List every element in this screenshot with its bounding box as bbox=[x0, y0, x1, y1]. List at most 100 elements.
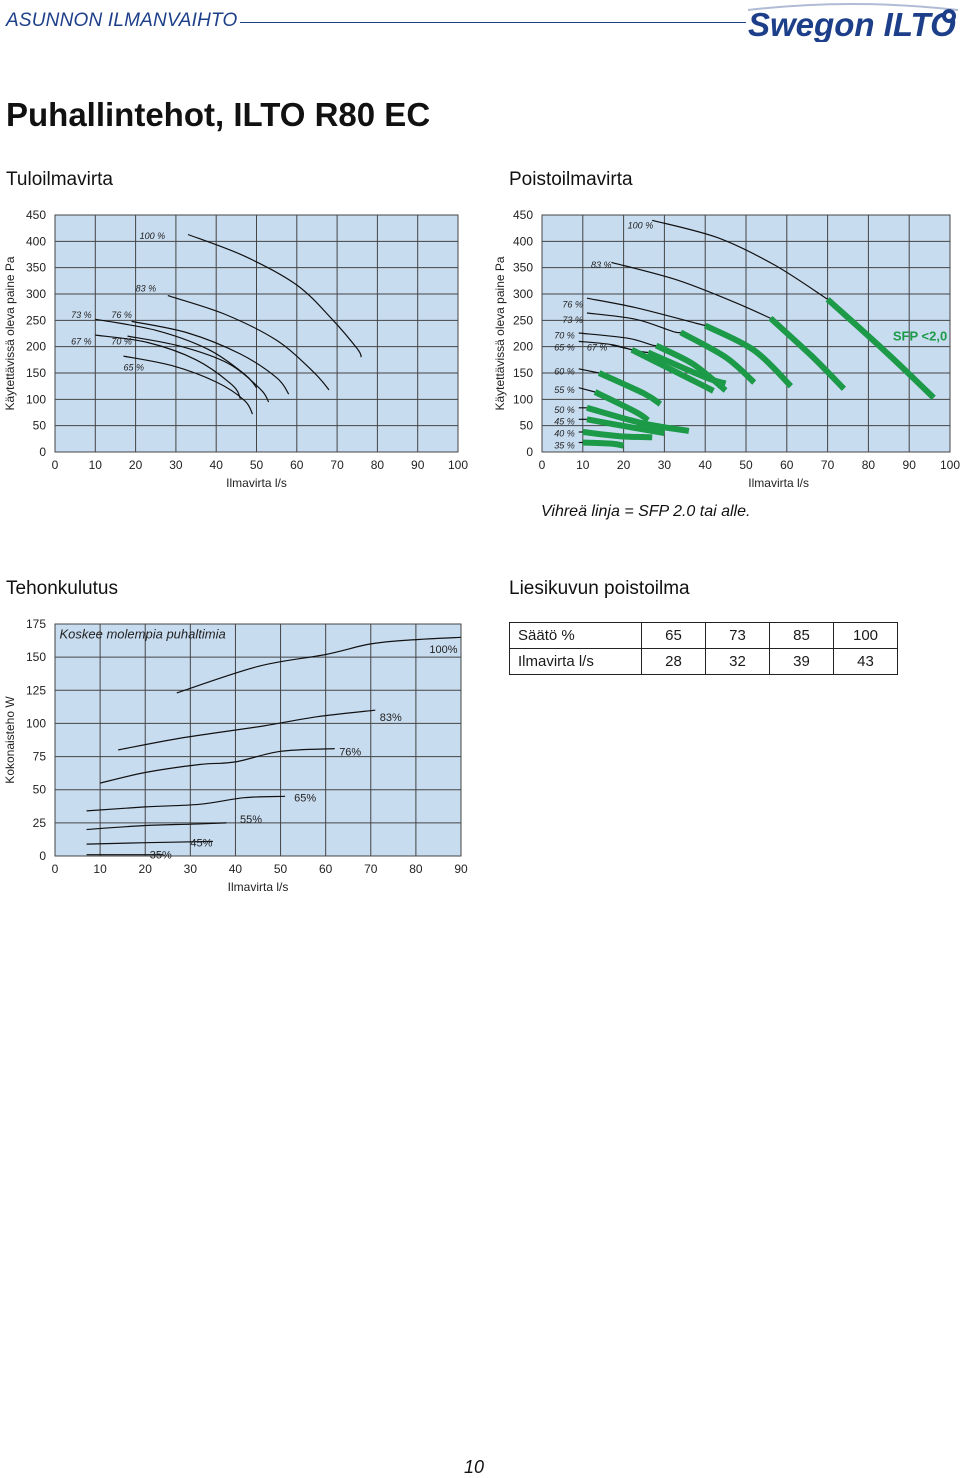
sfp-series-line bbox=[582, 439, 625, 449]
x-tick-label: 90 bbox=[411, 458, 425, 472]
x-tick-label: 10 bbox=[93, 862, 107, 876]
series-line bbox=[578, 332, 657, 347]
series-line bbox=[95, 334, 241, 400]
table-row: Ilmavirta l/s 28 32 39 43 bbox=[509, 648, 898, 675]
x-tick-label: 70 bbox=[821, 458, 835, 472]
x-tick-label: 90 bbox=[903, 458, 917, 472]
sfp-series-line bbox=[630, 347, 715, 394]
series-label: 83 % bbox=[136, 284, 157, 294]
sfp-series-line bbox=[586, 404, 690, 434]
x-axis-label: Ilmavirta l/s bbox=[226, 476, 287, 490]
series-label: 40 % bbox=[554, 429, 575, 439]
hood-table-cell: 65 bbox=[641, 622, 706, 649]
y-tick-label: 300 bbox=[513, 287, 533, 301]
hood-table-cell: 85 bbox=[769, 622, 834, 649]
y-tick-label: 250 bbox=[513, 313, 533, 327]
series-label: 67 % bbox=[71, 336, 92, 346]
x-tick-label: 80 bbox=[862, 458, 876, 472]
series-label: 55% bbox=[240, 814, 262, 826]
y-tick-label: 50 bbox=[33, 419, 47, 433]
series-line bbox=[652, 219, 828, 300]
hood-table-label: Ilmavirta l/s bbox=[509, 648, 642, 675]
series-line bbox=[99, 748, 335, 784]
series-label: 76 % bbox=[111, 310, 132, 320]
series-label: 83% bbox=[380, 712, 402, 724]
series-label: 100% bbox=[429, 644, 457, 656]
x-tick-label: 40 bbox=[210, 458, 224, 472]
sfp-series-line bbox=[825, 297, 936, 400]
table-row: Säätö % 65 73 85 100 bbox=[509, 622, 898, 649]
sfp-series-line bbox=[586, 416, 665, 436]
x-tick-label: 70 bbox=[330, 458, 344, 472]
hood-table: Säätö % 65 73 85 100 Ilmavirta l/s 28 32… bbox=[509, 622, 898, 675]
hood-section-title: Liesikuvun poistoilma bbox=[509, 578, 690, 599]
y-tick-label: 25 bbox=[33, 816, 47, 830]
series-label: 35 % bbox=[554, 441, 575, 451]
y-axis-label: Käytettävissä oleva paine Pa bbox=[3, 256, 17, 410]
plot-area bbox=[54, 623, 462, 857]
y-tick-label: 350 bbox=[26, 261, 46, 275]
series-label: 76% bbox=[339, 746, 361, 758]
series-line bbox=[578, 387, 596, 393]
hood-table-cell: 43 bbox=[833, 648, 898, 675]
y-tick-label: 50 bbox=[520, 419, 534, 433]
series-line bbox=[118, 709, 376, 751]
sfp-series-line bbox=[679, 329, 757, 385]
x-tick-label: 40 bbox=[699, 458, 713, 472]
y-tick-label: 200 bbox=[26, 340, 46, 354]
x-tick-label: 90 bbox=[454, 862, 468, 876]
y-axis-label: Kokonaisteho W bbox=[3, 696, 17, 784]
power-chart: 0 10 20 30 40 50 60 70 80 90 0 25 50 75 100 125 150 175 Il… bbox=[0, 610, 480, 900]
y-tick-label: 100 bbox=[26, 392, 46, 406]
series-label: 50 % bbox=[554, 405, 575, 415]
series-label: 60 % bbox=[554, 366, 575, 376]
y-tick-label: 0 bbox=[526, 445, 533, 459]
power-chart-svg: 0 10 20 30 40 50 60 70 80 90 0 25 50 75 100 125 150 175 Il… bbox=[3, 617, 468, 894]
y-tick-label: 0 bbox=[39, 849, 46, 863]
series-line bbox=[86, 840, 213, 845]
section-header: ASUNNON ILMANVAIHTO bbox=[6, 10, 238, 31]
hood-table-cell: 32 bbox=[705, 648, 770, 675]
y-tick-label: 150 bbox=[26, 650, 46, 664]
series-label: 100 % bbox=[140, 231, 166, 241]
series-label: 35% bbox=[150, 850, 172, 862]
y-tick-label: 300 bbox=[26, 287, 46, 301]
series-label: 55 % bbox=[554, 385, 575, 395]
sfp-annotation: SFP <2,0 bbox=[893, 328, 947, 343]
x-axis-label: Ilmavirta l/s bbox=[228, 880, 289, 894]
x-tick-label: 20 bbox=[129, 458, 143, 472]
sfp-series-line bbox=[768, 315, 847, 391]
series-line bbox=[127, 335, 270, 403]
x-tick-label: 40 bbox=[229, 862, 243, 876]
series-label: 100 % bbox=[628, 220, 654, 230]
brand-logo: Swegon ILTO bbox=[747, 2, 959, 43]
x-tick-label: 50 bbox=[274, 862, 288, 876]
hood-table-cell: 100 bbox=[833, 622, 898, 649]
x-tick-label: 50 bbox=[250, 458, 264, 472]
x-tick-label: 60 bbox=[780, 458, 794, 472]
exhaust-chart-svg: 0 10 20 30 40 50 60 70 80 90 100 0 50 100 150 200 250 300… bbox=[493, 208, 960, 490]
header-divider bbox=[240, 22, 746, 23]
sfp-series-line bbox=[703, 322, 794, 389]
x-tick-label: 50 bbox=[739, 458, 753, 472]
series-label: 70 % bbox=[111, 336, 132, 346]
y-tick-label: 75 bbox=[33, 750, 47, 764]
series-label: 70 % bbox=[554, 331, 575, 341]
series-label: 76 % bbox=[562, 299, 583, 309]
page-number: 10 bbox=[464, 1457, 485, 1477]
supply-section-title: Tuloilmavirta bbox=[6, 169, 113, 190]
sfp-series-line bbox=[597, 370, 663, 407]
x-tick-label: 100 bbox=[448, 458, 468, 472]
exhaust-section-title: Poistoilmavirta bbox=[509, 169, 633, 190]
series-line bbox=[578, 368, 600, 374]
hood-table-cell: 73 bbox=[705, 622, 770, 649]
series-line bbox=[586, 297, 706, 327]
x-tick-label: 80 bbox=[371, 458, 385, 472]
y-tick-label: 350 bbox=[513, 261, 533, 275]
x-tick-label: 10 bbox=[89, 458, 103, 472]
sfp-series-line bbox=[582, 429, 653, 441]
sfp-series-line bbox=[646, 349, 727, 387]
series-line bbox=[123, 355, 254, 415]
hood-table-cell: 28 bbox=[641, 648, 706, 675]
y-tick-label: 250 bbox=[26, 313, 46, 327]
